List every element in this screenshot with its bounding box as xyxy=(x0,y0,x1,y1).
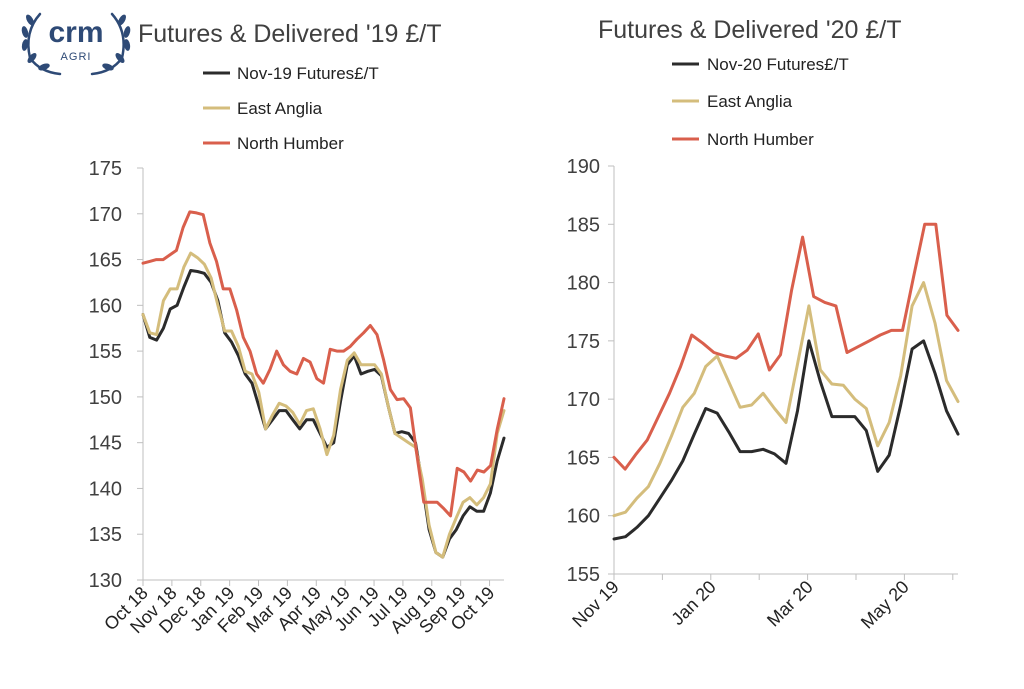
chart-2-x-tick-label: Mar 20 xyxy=(763,577,817,631)
chart-1-line-north-humber xyxy=(141,210,506,518)
chart-1-title: Futures & Delivered '19 £/T xyxy=(138,20,442,48)
chart-1-y-tick-label: 165 xyxy=(89,250,122,272)
chart-2-y-tick-label: 180 xyxy=(567,273,600,295)
logo-subtext: AGRI xyxy=(61,51,92,63)
chart-2-y-tick-label: 170 xyxy=(567,389,600,411)
chart-1-y-tick-label: 175 xyxy=(89,158,122,180)
chart-2-y-tick-label: 155 xyxy=(567,564,600,586)
chart-1-y-tick-label: 140 xyxy=(89,478,122,500)
chart-1-legend-north-humber: North Humber xyxy=(237,134,344,153)
crm-agri-logo: crm AGRI xyxy=(21,12,131,76)
chart-1-y-tick-label: 170 xyxy=(89,204,122,226)
chart-2-y-tick-label: 160 xyxy=(567,506,600,528)
chart-2-legend-east-anglia: East Anglia xyxy=(707,92,793,111)
chart-1-legend: Nov-19 Futures£/T East Anglia North Humb… xyxy=(203,64,379,153)
chart-2-line-north-humber xyxy=(612,222,960,471)
chart-2-series xyxy=(612,222,960,541)
logo-wordmark: crm xyxy=(48,16,103,49)
chart-1-legend-east-anglia: East Anglia xyxy=(237,99,323,118)
chart-2-x-tick-label: May 20 xyxy=(857,577,913,633)
chart-2-legend-futures: Nov-20 Futures£/T xyxy=(707,55,849,74)
chart-2-legend: Nov-20 Futures£/T East Anglia North Humb… xyxy=(672,55,849,149)
chart-2-y-tick-label: 190 xyxy=(567,156,600,178)
chart-1-series xyxy=(141,210,506,559)
chart-2-line-futures xyxy=(612,339,960,541)
chart-2-line-east-anglia xyxy=(612,281,960,518)
chart-2: Futures & Delivered '20 £/T Nov-20 Futur… xyxy=(567,16,960,633)
chart-2-x-tick-label: Jan 20 xyxy=(667,577,719,629)
chart-1-legend-futures: Nov-19 Futures£/T xyxy=(237,64,379,83)
laurel-wreath-icon xyxy=(21,12,131,76)
chart-2-y-tick-label: 185 xyxy=(567,214,600,236)
chart-1-y-tick-label: 135 xyxy=(89,524,122,546)
chart-1: Futures & Delivered '19 £/T Nov-19 Futur… xyxy=(89,20,506,639)
chart-1-y-tick-label: 160 xyxy=(89,295,122,317)
chart-2-y-tick-label: 175 xyxy=(567,331,600,353)
chart-1-y-tick-label: 150 xyxy=(89,387,122,409)
chart-1-y-tick-label: 130 xyxy=(89,570,122,592)
chart-1-y-tick-label: 155 xyxy=(89,341,122,363)
chart-2-legend-north-humber: North Humber xyxy=(707,130,814,149)
chart-1-line-east-anglia xyxy=(141,251,506,559)
chart-1-y-tick-label: 145 xyxy=(89,433,122,455)
chart-2-y-tick-label: 165 xyxy=(567,447,600,469)
chart-2-title: Futures & Delivered '20 £/T xyxy=(598,16,902,44)
